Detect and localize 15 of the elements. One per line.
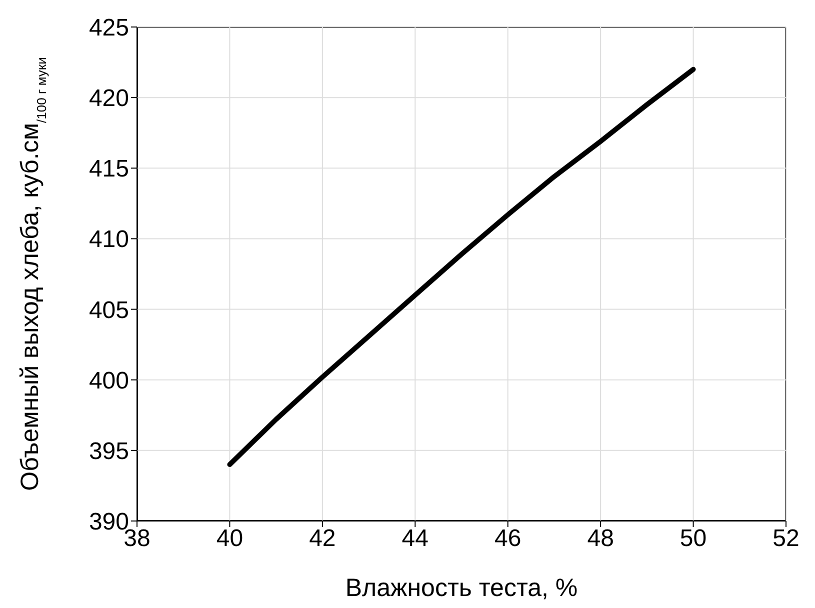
x-tick-label: 46	[494, 525, 522, 552]
y-tick-label: 395	[88, 438, 129, 465]
x-axis-title: Влажность теста, %	[345, 574, 578, 602]
y-tick-label: 405	[88, 296, 129, 324]
x-tick-label: 52	[772, 525, 800, 552]
x-tick-label: 40	[216, 525, 244, 552]
y-tick-label: 425	[88, 14, 129, 42]
y-tick-label: 420	[88, 85, 129, 112]
y-tick-label: 415	[88, 156, 129, 183]
x-tick-label: 42	[309, 525, 336, 552]
y-tick-label: 410	[88, 226, 129, 254]
y-tick-label: 400	[88, 367, 129, 394]
x-tick-label: 48	[587, 525, 614, 552]
x-tick-label: 50	[680, 525, 707, 552]
x-tick-label: 44	[402, 525, 428, 552]
